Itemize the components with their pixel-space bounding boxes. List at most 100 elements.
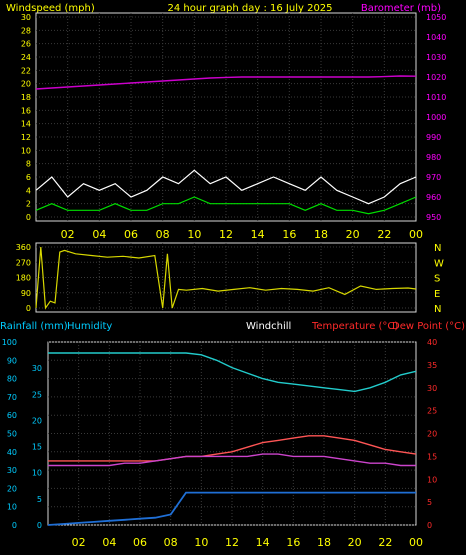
temperature-tick-label: 10 [427,475,437,484]
temperature-tick-label: 15 [427,452,437,461]
rainfall-tick-label: 25 [32,390,42,399]
rainfall-tick-label: 0 [37,521,42,530]
windspeed-tick-label: 0 [26,213,31,222]
temperature-tick-label: 30 [427,384,437,393]
compass-tick-label: N [434,243,441,254]
compass-tick-label: E [434,289,440,300]
x-tick-label: 14 [251,228,265,241]
barometer-tick-label: 960 [426,193,441,202]
x-tick-label: 00 [409,228,423,241]
rainfall-legend: Rainfall (mm) [0,321,68,332]
windspeed-tick-label: 22 [21,66,31,75]
windspeed-tick-label: 16 [21,106,31,115]
humidity-tick-label: 60 [7,411,17,420]
barometer-tick-label: 1020 [426,73,446,82]
x-tick-label: 04 [92,228,106,241]
bottom-series-line [48,435,417,462]
windspeed-tick-label: 30 [21,13,31,22]
x-tick-label: 10 [194,536,208,549]
x-tick-label: 22 [377,228,391,241]
temperature-tick-label: 0 [427,521,432,530]
humidity-tick-label: 20 [7,484,17,493]
temperature-tick-label: 20 [427,430,437,439]
barometer-tick-label: 970 [426,173,441,182]
bottom-series-line [48,453,416,467]
windspeed-tick-label: 26 [21,40,31,49]
barometer-tick-label: 950 [426,213,441,222]
windspeed-tick-label: 18 [21,93,31,102]
x-tick-label: 06 [133,536,147,549]
x-tick-label: 12 [225,536,239,549]
x-tick-label: 22 [378,536,392,549]
temperature-legend: Temperature (°C) [311,321,398,332]
wind-series-line [35,196,417,215]
rainfall-tick-label: 30 [32,364,42,373]
windspeed-tick-label: 2 [26,200,31,209]
windspeed-tick-label: 24 [21,53,31,62]
x-tick-label: 20 [346,228,360,241]
bottom-series-line [47,491,416,526]
x-tick-label: 14 [256,536,270,549]
rainfall-tick-label: 5 [37,495,42,504]
x-tick-label: 10 [187,228,201,241]
compass-tick-label: N [434,304,441,315]
chart-title: 24 hour graph day : 16 July 2025 [167,3,332,14]
direction-tick-label: 270 [16,258,31,267]
direction-tick-label: 0 [26,304,31,313]
windspeed-tick-label: 14 [21,120,31,129]
windspeed-tick-label: 6 [26,173,31,182]
humidity-tick-label: 40 [7,448,17,457]
direction-tick-label: 90 [21,289,31,298]
direction-tick-label: 180 [16,274,31,283]
humidity-legend: Humidity [67,321,112,332]
x-tick-label: 18 [314,228,328,241]
barometer-tick-label: 1040 [426,33,446,42]
windspeed-tick-label: 10 [21,146,31,155]
humidity-tick-label: 90 [7,356,17,365]
windspeed-tick-label: 12 [21,133,31,142]
x-tick-label: 16 [286,536,300,549]
rainfall-tick-label: 15 [32,443,42,452]
x-tick-label: 20 [348,536,362,549]
grid-lines [36,13,416,526]
barometer-tick-label: 1000 [426,113,446,122]
x-tick-label: 16 [282,228,296,241]
humidity-tick-label: 50 [7,430,17,439]
dewpoint-legend: Dew Point (°C) [392,321,465,332]
x-tick-label: 08 [156,228,170,241]
series-lines [35,75,417,526]
barometer-tick-label: 1010 [426,93,446,102]
compass-tick-label: S [434,274,440,285]
wind-series-line [35,169,417,205]
wind-direction-line [35,246,417,310]
barometer-tick-label: 1030 [426,53,446,62]
x-tick-label: 08 [164,536,178,549]
x-tick-label: 06 [124,228,138,241]
humidity-tick-label: 30 [7,466,17,475]
wind-series-line [35,75,417,90]
x-tick-label: 04 [102,536,116,549]
rainfall-tick-label: 10 [32,469,42,478]
windchill-legend: Windchill [246,321,291,332]
temperature-tick-label: 25 [427,407,437,416]
barometer-axis-title: Barometer (mb) [361,3,441,14]
humidity-tick-label: 80 [7,375,17,384]
windspeed-tick-label: 20 [21,80,31,89]
x-tick-label: 02 [61,228,75,241]
direction-tick-label: 360 [16,243,31,252]
compass-tick-label: W [434,258,444,269]
rainfall-tick-label: 20 [32,416,42,425]
windspeed-tick-label: 28 [21,26,31,35]
barometer-tick-label: 980 [426,153,441,162]
barometer-tick-label: 1050 [426,13,446,22]
x-tick-label: 02 [72,536,86,549]
bottom-series-line [48,352,417,393]
windspeed-tick-label: 8 [26,160,31,169]
temperature-tick-label: 35 [427,361,437,370]
x-tick-label: 00 [409,536,423,549]
x-tick-label: 18 [317,536,331,549]
humidity-tick-label: 100 [2,338,17,347]
humidity-tick-label: 10 [7,503,17,512]
x-tick-label: 12 [219,228,233,241]
